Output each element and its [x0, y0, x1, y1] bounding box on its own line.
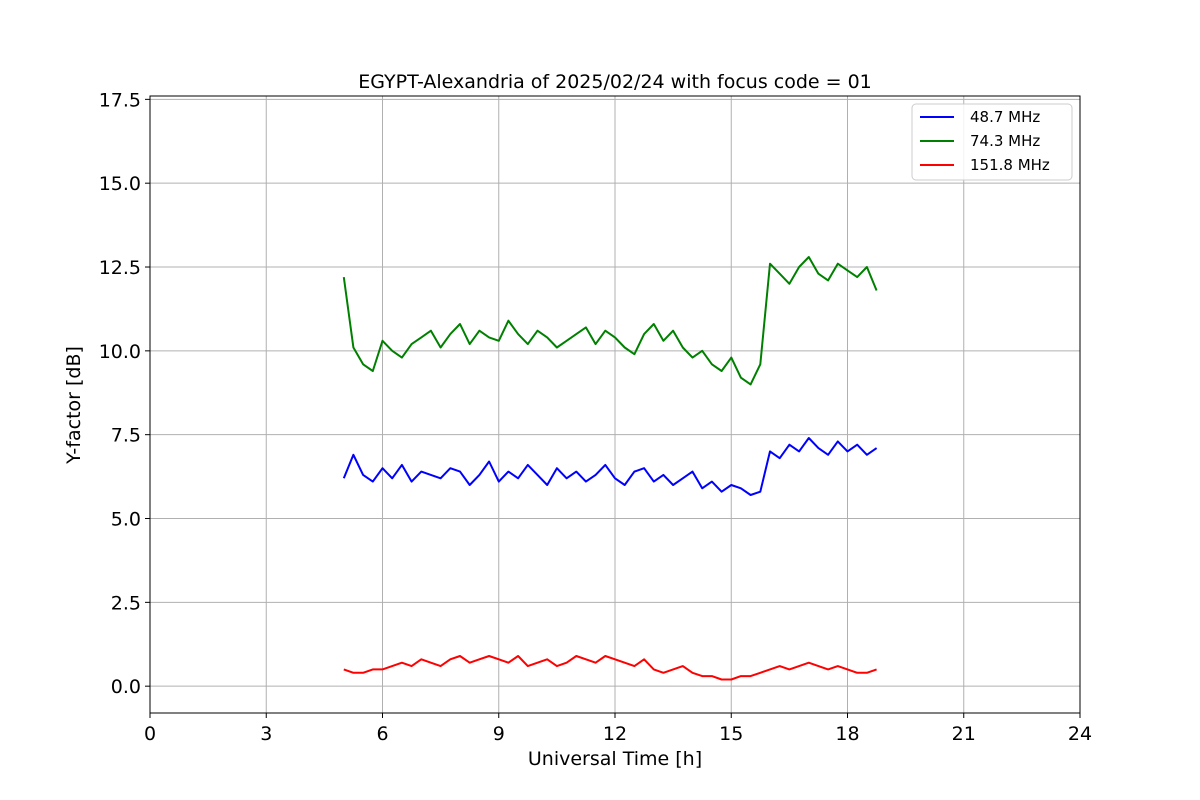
series-layer [342, 256, 878, 681]
x-tick-label: 0 [144, 723, 156, 745]
x-tick-label: 6 [376, 723, 388, 745]
legend: 48.7 MHz 74.3 MHz 151.8 MHz [911, 103, 1073, 181]
legend-label-2: 151.8 MHz [970, 156, 1050, 174]
x-tick-label: 3 [260, 723, 272, 745]
x-tick-label: 18 [835, 723, 859, 745]
x-tick-label: 15 [719, 723, 743, 745]
y-tick-label: 17.5 [99, 89, 141, 111]
x-axis-label: Universal Time [h] [528, 748, 702, 770]
x-tick-label: 9 [493, 723, 505, 745]
x-tick-label: 12 [603, 723, 627, 745]
y-tick-label: 15.0 [99, 173, 141, 195]
chart-title: EGYPT-Alexandria of 2025/02/24 with focu… [358, 71, 872, 93]
legend-label-0: 48.7 MHz [970, 108, 1040, 126]
ticks: 0 3 6 9 12 15 18 21 24 0.0 2.5 5.0 7.5 10.0 12.5 15.0 17… [99, 89, 1092, 745]
series-line-2 [343, 655, 877, 681]
y-axis-label: Y-factor [dB] [63, 346, 85, 465]
y-tick-label: 0.0 [111, 676, 141, 698]
x-tick-label: 24 [1068, 723, 1092, 745]
legend-box [911, 103, 1073, 181]
y-tick-label: 2.5 [111, 592, 141, 614]
legend-label-1: 74.3 MHz [970, 132, 1040, 150]
y-tick-label: 7.5 [111, 425, 141, 447]
series-line-1 [342, 256, 878, 386]
x-tick-label: 21 [952, 723, 976, 745]
series-line-0 [342, 437, 878, 496]
y-tick-label: 12.5 [99, 257, 141, 279]
y-tick-label: 10.0 [99, 341, 141, 363]
y-tick-label: 5.0 [111, 509, 141, 531]
